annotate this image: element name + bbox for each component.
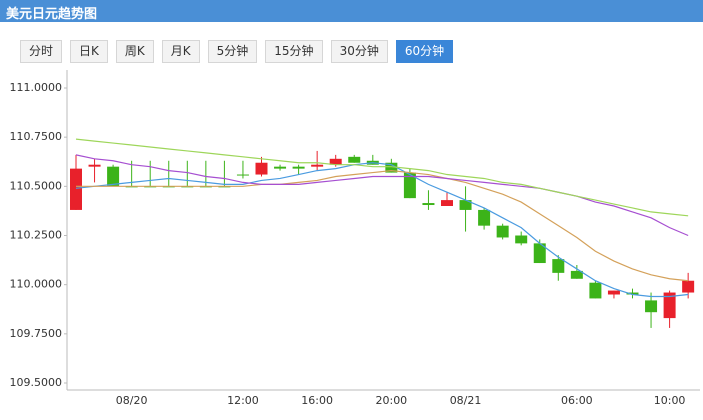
y-tick-label: 109.7500 [10,327,63,340]
candle-body [236,174,249,176]
y-tick-label: 110.7500 [10,130,63,143]
header: 美元日元趋势图 [0,0,703,22]
candle-body [533,243,546,264]
candle-body [515,235,528,244]
y-tick-label: 110.5000 [10,179,63,192]
x-tick-label: 16:00 [301,394,333,407]
candle-body [311,164,324,167]
candle-body [107,166,120,187]
candle-body [682,280,695,293]
candle-body [422,203,435,206]
tab[interactable]: 60分钟 [395,40,454,63]
candle-body [348,156,361,163]
candle-body [459,200,472,210]
x-tick-label: 12:00 [227,394,259,407]
ma-line [76,169,689,282]
tab-bar: 分时 日K 周K 月K 5分钟 15分钟 30分钟 60分钟 [20,40,454,63]
tab[interactable]: 日K [70,40,108,63]
tab[interactable]: 5分钟 [207,40,258,63]
candle-body [607,290,620,295]
candle-body [385,162,398,173]
tab[interactable]: 周K [115,40,154,63]
header-title: 美元日元趋势图 [6,7,98,22]
candle-body [645,300,658,313]
tab[interactable]: 月K [161,40,200,63]
candle-body [570,270,583,279]
tab[interactable]: 分时 [20,40,63,63]
y-tick-label: 110.0000 [10,278,63,291]
x-tick-label: 10:00 [654,394,686,407]
candle-body [274,166,287,169]
tab[interactable]: 30分钟 [330,40,388,63]
y-tick-label: 111.0000 [10,81,63,94]
candle-body [329,158,342,165]
ma-line [75,154,689,237]
x-tick-label: 06:00 [561,394,593,407]
tab[interactable]: 15分钟 [265,40,323,63]
y-tick-label: 110.2500 [10,229,63,242]
chart: 109.5000 109.7500 110.0000 110.2500 110.5000… [10,70,700,407]
x-tick-label: 20:00 [375,394,407,407]
candle-body [88,164,101,167]
candle-body [496,225,509,238]
ma-line [75,162,689,298]
candle-body [255,162,268,175]
x-tick-label: 08/21 [450,394,482,407]
ma-line [75,138,689,217]
x-tick-label: 08/20 [116,394,148,407]
y-tick-label: 109.5000 [10,376,63,389]
candle-body [552,259,565,273]
candle-body [478,209,491,226]
candle-body [403,172,416,199]
candle-body [70,168,82,210]
candle-body [589,282,602,299]
candle-body [626,292,639,295]
candle-body [663,292,676,319]
candle-body [441,200,453,206]
candle-body [292,166,305,169]
